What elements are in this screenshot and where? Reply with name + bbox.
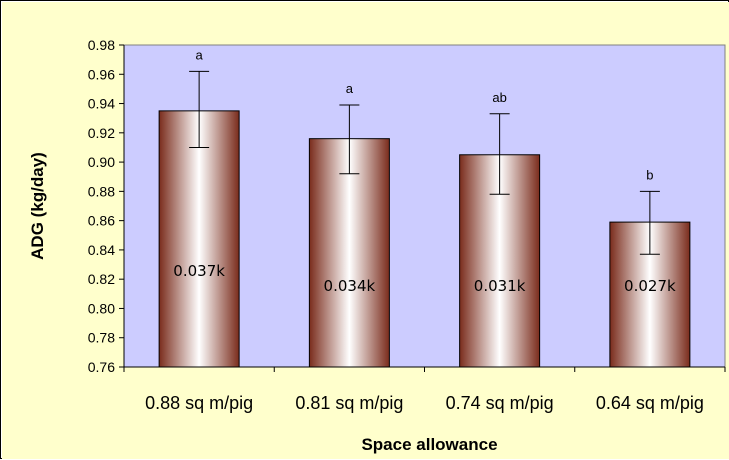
bars: a a ab b 0.037k 0.034k 0.031k 0.027k (158, 47, 691, 368)
y-tick-label: 0.78 (88, 330, 115, 346)
x-tick-label: 0.74 sq m/pig (446, 393, 554, 413)
x-tick-label: 0.81 sq m/pig (295, 393, 403, 413)
data-label: 0.027k (624, 277, 676, 295)
y-tick-label: 0.76 (88, 359, 115, 375)
y-tick-label: 0.88 (88, 183, 115, 199)
x-tick-label: 0.88 sq m/pig (145, 393, 253, 413)
bar (158, 110, 240, 368)
x-axis-title: Space allowance (361, 435, 497, 454)
y-tick-label: 0.92 (88, 125, 115, 141)
y-axis-title: ADG (kg/day) (28, 152, 47, 260)
significance-letter: a (346, 81, 354, 96)
significance-letter: b (646, 167, 653, 182)
y-tick-label: 0.80 (88, 300, 115, 316)
data-label: 0.034k (324, 277, 376, 295)
y-tick-label: 0.86 (88, 213, 115, 229)
significance-letter: a (196, 47, 204, 62)
y-axis: 0.76 0.78 0.80 0.82 0.84 0.86 0.88 0.90 0.92 0.94… (88, 37, 125, 375)
data-label: 0.037k (173, 262, 225, 280)
y-tick-label: 0.98 (88, 37, 115, 53)
y-tick-label: 0.96 (88, 66, 115, 82)
significance-letter: ab (492, 90, 506, 105)
data-label: 0.031k (474, 277, 526, 295)
y-tick-label: 0.82 (88, 271, 115, 287)
y-tick-label: 0.90 (88, 154, 115, 170)
y-tick-label: 0.84 (88, 242, 115, 258)
bar (308, 138, 390, 368)
y-tick-label: 0.94 (88, 96, 115, 112)
x-tick-label: 0.64 sq m/pig (596, 393, 704, 413)
